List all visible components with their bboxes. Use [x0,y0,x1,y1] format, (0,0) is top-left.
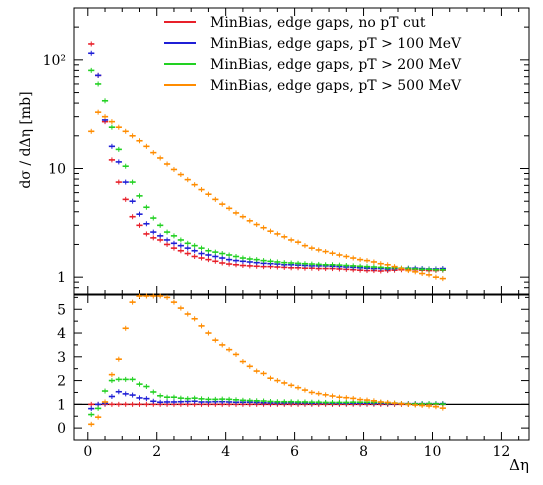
x-tick-label: 8 [359,444,368,460]
lower-frame [73,294,530,441]
y-tick-label: 10 [48,162,66,178]
upper-frame [73,7,530,295]
legend-label: MinBias, edge gaps, no pT cut [210,15,426,31]
legend-label: MinBias, edge gaps, pT > 100 MeV [210,36,462,52]
y-tick-label: 10² [43,53,66,69]
upper-panel: 1 10 10² [43,7,530,295]
x-tick-label: 2 [152,444,161,460]
y-tick-label: 1 [57,397,66,413]
legend: MinBias, edge gaps, no pT cut MinBias, ed… [164,15,462,94]
y-tick-label: 2 [57,374,66,390]
y-tick-label: 4 [57,326,66,342]
y-tick-label: 5 [57,302,66,318]
legend-label: MinBias, edge gaps, pT > 200 MeV [210,57,462,73]
x-tick-label: 10 [424,444,442,460]
y-tick-label: 0 [57,421,66,437]
x-tick-label: 0 [83,444,92,460]
y-tick-label: 3 [57,350,66,366]
legend-label: MinBias, edge gaps, pT > 500 MeV [210,78,462,94]
series-3 [88,293,446,427]
x-axis-label: Δη [509,456,529,474]
x-tick-label: 12 [493,444,511,460]
series-3 [88,109,446,282]
x-tick-label: 6 [290,444,299,460]
x-tick-label: 4 [221,444,230,460]
y-axis-label: dσ / dΔη [mb] [18,91,34,188]
y-tick-label: 1 [57,270,66,286]
series-2 [88,67,446,273]
